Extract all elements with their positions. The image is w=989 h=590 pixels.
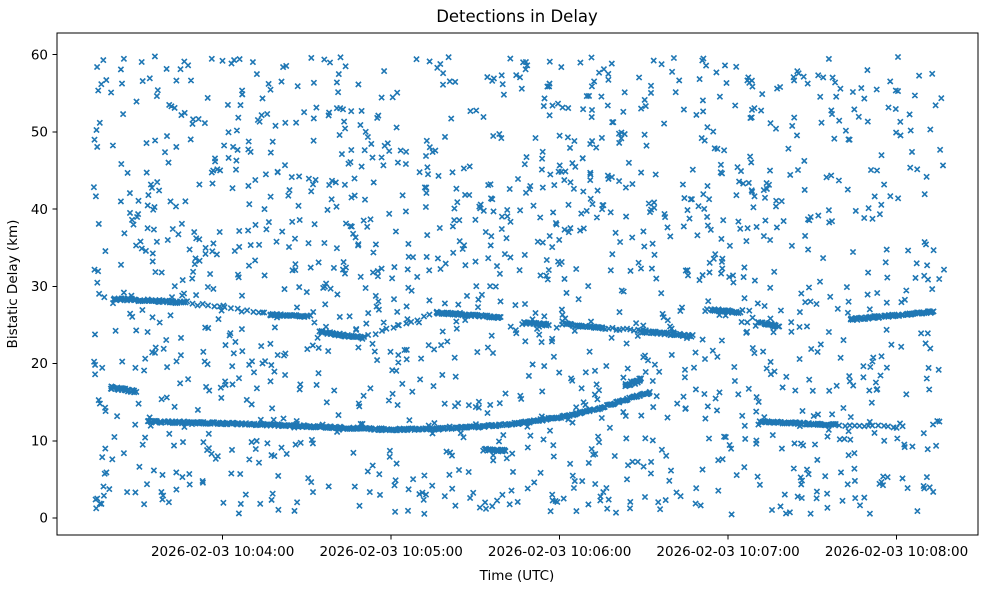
x-axis-tick-label: 2026-02-03 10:07:00 — [656, 544, 799, 560]
scatter-markers — [90, 53, 948, 518]
x-axis-tick-label: 2026-02-03 10:04:00 — [151, 544, 294, 560]
y-axis-tick-label: 40 — [31, 202, 48, 218]
x-axis-tick-label: 2026-02-03 10:05:00 — [319, 544, 462, 560]
y-axis-tick-label: 60 — [31, 47, 48, 63]
y-axis-tick-label: 0 — [39, 511, 48, 527]
y-axis-tick-label: 30 — [31, 279, 48, 295]
plot-frame — [56, 32, 979, 536]
y-axis-label: Bistatic Delay (km) — [5, 220, 21, 349]
y-axis-tick-label: 10 — [31, 433, 48, 449]
plot-title: Detections in Delay — [436, 7, 598, 26]
x-axis-tick-label: 2026-02-03 10:08:00 — [825, 544, 968, 560]
x-axis-label: Time (UTC) — [479, 568, 555, 584]
x-axis-ticks: 2026-02-03 10:04:00 2026-02-03 10:05:00 20… — [151, 535, 968, 560]
y-axis-tick-label: 20 — [31, 356, 48, 372]
y-axis-tick-label: 50 — [31, 125, 48, 141]
x-axis-tick-label: 2026-02-03 10:06:00 — [488, 544, 631, 560]
y-axis-ticks: 0 10 20 30 40 50 60 — [31, 47, 57, 527]
